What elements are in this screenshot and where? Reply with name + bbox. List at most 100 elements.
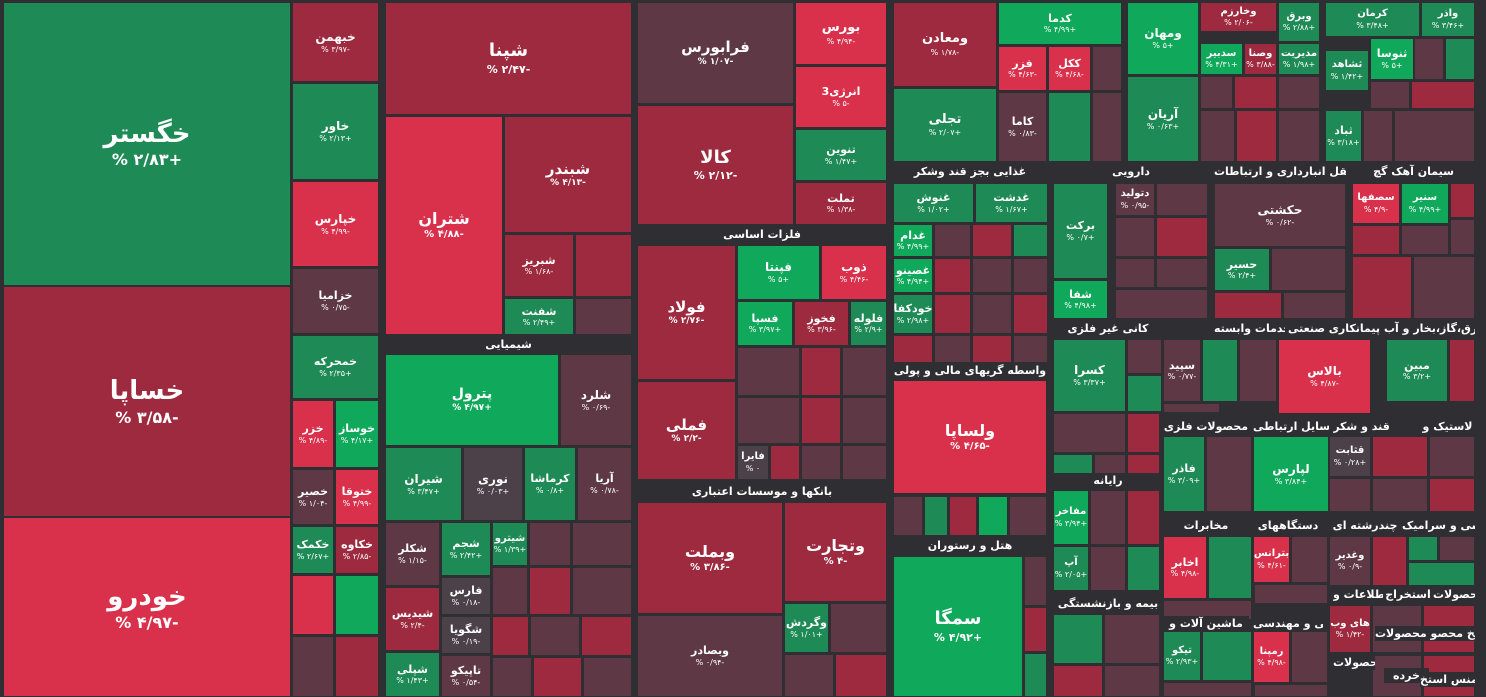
stock-tile[interactable]: خزامیا -۰/۷۵ % (292, 268, 379, 334)
stock-tile[interactable]: سپید -۰/۷۷ % (1163, 339, 1201, 402)
stock-tile[interactable]: واذر +۳/۴۶ % (1421, 2, 1475, 37)
stock-tile[interactable]: آریا -۰/۷۸ % (577, 447, 632, 521)
stock-tile[interactable]: شپنا -۲/۴۷ % (385, 2, 632, 115)
stock-tile[interactable]: شجم +۲/۴۲ % (441, 522, 491, 576)
stock-tile[interactable]: تجلی +۲/۰۷ % (893, 88, 997, 162)
stock-tile[interactable]: خکاوه -۲/۸۵ % (335, 526, 379, 574)
stock-tile[interactable]: آپ +۲/۰۵ % (1053, 546, 1089, 591)
stock-tile[interactable]: تملت -۱/۳۸ % (795, 182, 887, 225)
stock-tile[interactable]: خمحرکه +۲/۳۵ % (292, 335, 379, 399)
stock-tile[interactable]: کدما +۴/۹۹ % (998, 2, 1122, 45)
stock-tile[interactable]: لپارس +۳/۸۴ % (1253, 436, 1329, 512)
stock-tile[interactable]: اخابر -۴/۹۸ % (1163, 536, 1207, 599)
stock-tile[interactable]: غصینو +۴/۹۴ % (893, 258, 933, 293)
stock-tile[interactable]: فملی -۲/۲ % (637, 381, 736, 480)
stock-tile[interactable]: خصیر -۱/۰۴ % (292, 469, 334, 525)
stock-tile[interactable]: خساپا -۳/۵۸ % (3, 286, 291, 517)
stock-tile[interactable]: وبملت -۳/۸۶ % (637, 502, 783, 614)
stock-tile[interactable]: مدیریت +۱/۹۸ % (1278, 43, 1320, 75)
stock-tile[interactable]: فارس -۰/۱۸ % (441, 577, 491, 615)
stock-tile[interactable]: غدام +۴/۹۹ % (893, 224, 933, 257)
stock-tile[interactable]: وگردش +۱/۰۱ % (784, 603, 829, 653)
stock-tile[interactable]: ولساپا -۴/۶۵ % (893, 380, 1047, 494)
stock-tile[interactable]: فولاد -۲/۷۶ % (637, 245, 736, 380)
stock-tile[interactable]: مفاخر +۳/۹۴ % (1053, 490, 1089, 545)
stock-tile[interactable]: غدشت +۱/۶۷ % (975, 183, 1048, 223)
stock-tile[interactable]: فلوله +۲/۹ % (850, 301, 887, 346)
stock-tile[interactable]: نوری +۰/۰۳ % (463, 447, 523, 521)
stock-tile[interactable]: فاذر +۳/۰۹ % (1163, 436, 1205, 512)
stock-tile[interactable]: وبرق +۲/۸۸ % (1278, 2, 1320, 42)
stock-tile[interactable]: پترول +۴/۹۷ % (385, 354, 559, 446)
stock-tile[interactable]: خودرو -۴/۹۷ % (3, 517, 291, 697)
stock-tile[interactable]: شپلی +۱/۴۳ % (385, 652, 440, 697)
stock-tile[interactable]: فایرا ۰ % (737, 445, 769, 480)
stock-tile[interactable]: شلرد -۰/۶۹ % (560, 354, 632, 446)
stock-tile[interactable]: سمگا +۴/۹۲ % (893, 556, 1023, 697)
stock-tile[interactable]: کرمان +۳/۴۸ % (1325, 2, 1420, 37)
stock-tile[interactable]: ومهان +۵ % (1127, 2, 1199, 75)
stock-tile[interactable]: بالاس -۴/۸۷ % (1278, 339, 1371, 414)
stock-tile[interactable]: بترانس -۴/۶۱ % (1253, 536, 1290, 583)
stock-tile[interactable]: خوساز +۴/۱۷ % (335, 400, 379, 468)
stock-tile[interactable]: حسیر +۲/۴ % (1214, 248, 1270, 291)
stock-tile[interactable]: سصفها -۴/۹ % (1352, 183, 1400, 224)
stock-tile[interactable]: فرابورس -۱/۰۷ % (637, 2, 794, 104)
stock-tile[interactable]: کالا -۲/۱۲ % (637, 105, 794, 225)
treemap-cell (1291, 631, 1328, 683)
stock-tile[interactable]: شکلر -۱/۱۵ % (385, 522, 440, 586)
stock-tile[interactable]: خپارس -۴/۹۹ % (292, 181, 379, 267)
stock-tile[interactable]: کسرا +۳/۳۷ % (1053, 339, 1126, 412)
stock-tile[interactable]: فزر -۴/۶۳ % (998, 46, 1047, 91)
stock-tile[interactable]: شبندر -۴/۱۳ % (504, 116, 632, 233)
stock-tile[interactable]: آریان +۰/۶۳ % (1127, 76, 1199, 162)
stock-tile[interactable]: تنوین +۱/۴۷ % (795, 129, 887, 181)
stock-tile[interactable]: شیدیس -۲/۴ % (385, 587, 440, 651)
stock-tile[interactable]: خودکفا +۲/۹۸ % (893, 294, 933, 334)
stock-tile[interactable]: ذوب -۴/۴۶ % (821, 245, 887, 300)
stock-tile[interactable]: شفا +۴/۹۸ % (1053, 280, 1108, 319)
stock-tile[interactable]: وخارزم -۲/۰۶ % (1200, 2, 1277, 32)
stock-tile[interactable]: وبصادر -۰/۹۴ % (637, 615, 783, 697)
stock-tile[interactable]: قثابت +۰/۲۸ % (1329, 436, 1371, 477)
stock-tile[interactable]: حکشتی -۰/۶۲ % (1214, 183, 1346, 247)
stock-tile[interactable]: دتولید -۰/۹۵ % (1115, 183, 1155, 216)
stock-tile[interactable]: ثباد +۳/۱۸ % (1325, 110, 1362, 162)
stock-tile[interactable]: تیکو +۲/۹۳ % (1163, 631, 1201, 681)
stock-tile[interactable]: سنیر +۴/۹۹ % (1401, 183, 1449, 224)
stock-tile[interactable]: ختوقا -۴/۹۹ % (335, 469, 379, 525)
stock-tile[interactable]: خگستر +۲/۸۳ % (3, 2, 291, 286)
stock-tile[interactable]: شیترو +۱/۳۹ % (492, 522, 528, 566)
stock-tile[interactable]: ومعادن -۱/۷۸ % (893, 2, 997, 87)
stock-tile[interactable]: تاپیکو -۰/۵۴ % (441, 655, 491, 697)
stock-tile[interactable]: فخوز -۳/۹۶ % (794, 301, 849, 346)
stock-tile[interactable]: برکت +۰/۷ % (1053, 183, 1108, 279)
stock-tile[interactable]: فپنتا +۵ % (737, 245, 820, 300)
stock-tile[interactable]: بورس -۴/۹۴ % (795, 2, 887, 65)
stock-tile[interactable]: فسپا +۳/۹۷ % (737, 301, 793, 346)
stock-tile[interactable]: وتجارت -۴ % (784, 502, 887, 602)
stock-tile[interactable]: رمپنا -۴/۹۸ % (1253, 631, 1290, 683)
stock-tile[interactable]: شگویا -۰/۱۹ % (441, 616, 491, 654)
stock-tile[interactable]: انرژی3 -۵ % (795, 66, 887, 128)
stock-tile[interactable]: کرماشا +۰/۸ % (524, 447, 576, 521)
stock-tile[interactable]: خکمک +۲/۶۷ % (292, 526, 334, 574)
treemap-cell (1127, 339, 1162, 374)
stock-tile[interactable]: وغدیر -۰/۹ % (1329, 536, 1371, 586)
stock-tile[interactable]: خبهمن -۳/۹۷ % (292, 2, 379, 82)
stock-tile[interactable]: کاما -۰/۸۳ % (998, 92, 1047, 162)
stock-tile[interactable]: ککل -۴/۶۸ % (1048, 46, 1091, 91)
stock-tile[interactable]: شبریز -۱/۶۸ % (504, 234, 574, 297)
stock-tile[interactable]: شیران +۳/۴۷ % (385, 447, 462, 521)
stock-tile[interactable]: شفنت +۲/۴۹ % (504, 298, 574, 335)
stock-tile[interactable]: شتران -۴/۸۸ % (385, 116, 503, 335)
stock-tile[interactable]: ثشاهد +۱/۴۲ % (1325, 50, 1369, 91)
stock-tile[interactable]: وصنا -۳/۸۸ % (1244, 43, 1277, 75)
stock-tile[interactable]: ثنوسا +۵ % (1370, 38, 1414, 80)
stock-tile[interactable]: سدبیر +۴/۳۱ % (1200, 43, 1243, 75)
stock-tile[interactable]: غنوش +۱/۰۲ % (893, 183, 974, 223)
stock-tile[interactable]: های وب -۱/۴۲ % (1329, 605, 1371, 653)
stock-tile[interactable]: مبین +۳/۲ % (1386, 339, 1448, 402)
stock-tile[interactable]: خاور +۲/۱۳ % (292, 83, 379, 180)
stock-tile[interactable]: خزر -۴/۸۹ % (292, 400, 334, 468)
